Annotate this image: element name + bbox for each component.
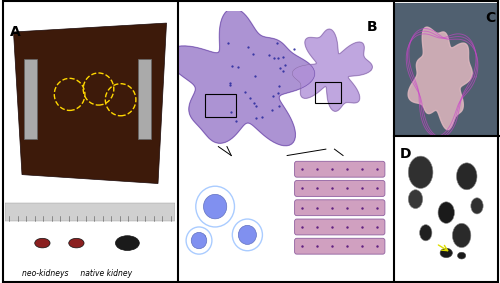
FancyBboxPatch shape	[294, 200, 385, 216]
Text: neo-kidneys     native kidney: neo-kidneys native kidney	[22, 269, 132, 278]
Text: B: B	[366, 20, 378, 34]
Bar	[138, 59, 151, 139]
Circle shape	[238, 225, 256, 245]
Text: A: A	[10, 25, 21, 39]
FancyBboxPatch shape	[294, 238, 385, 254]
Polygon shape	[168, 8, 314, 146]
Text: C: C	[485, 11, 496, 25]
Bar	[206, 94, 236, 117]
Circle shape	[420, 225, 432, 241]
Circle shape	[471, 198, 483, 214]
Circle shape	[456, 163, 477, 190]
Circle shape	[192, 232, 206, 249]
Ellipse shape	[458, 252, 466, 259]
Bar	[24, 59, 38, 139]
Circle shape	[452, 223, 471, 248]
FancyBboxPatch shape	[294, 219, 385, 235]
Ellipse shape	[440, 248, 452, 258]
Polygon shape	[292, 29, 372, 111]
Text: D: D	[400, 147, 411, 161]
Ellipse shape	[69, 238, 84, 248]
Circle shape	[408, 190, 422, 209]
FancyBboxPatch shape	[294, 181, 385, 196]
Polygon shape	[408, 27, 472, 130]
Ellipse shape	[116, 236, 140, 250]
Circle shape	[204, 194, 227, 219]
Polygon shape	[14, 23, 166, 183]
Bar	[5, 203, 175, 221]
Circle shape	[408, 156, 433, 188]
Circle shape	[438, 202, 454, 223]
Ellipse shape	[35, 238, 50, 248]
FancyBboxPatch shape	[294, 161, 385, 177]
Bar	[315, 82, 341, 102]
